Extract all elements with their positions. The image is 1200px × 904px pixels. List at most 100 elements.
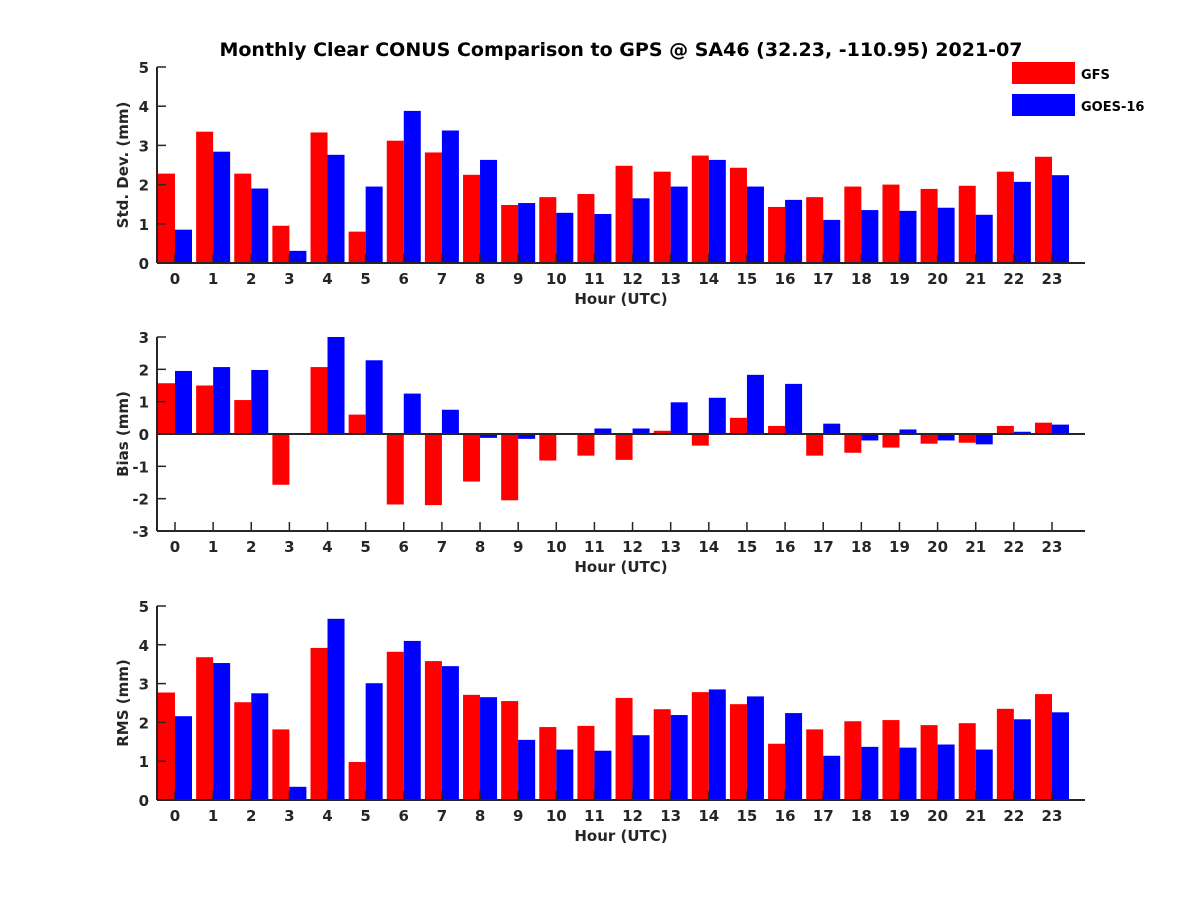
bar-goes16-hour-8	[480, 159, 498, 263]
x-tick-label: 14	[698, 538, 719, 556]
bar-gfs-hour-8	[463, 174, 481, 263]
bar-gfs-hour-20	[920, 188, 938, 263]
x-tick-label: 4	[322, 807, 332, 825]
x-tick-label: 2	[246, 807, 256, 825]
x-axis-label: Hour (UTC)	[574, 558, 667, 576]
x-tick-label: 10	[546, 538, 567, 556]
bar-goes16-hour-16	[785, 383, 803, 434]
y-tick-label: 3	[139, 137, 149, 155]
x-tick-label: 18	[851, 538, 872, 556]
bar-gfs-hour-2	[234, 173, 252, 263]
bar-goes16-hour-4	[327, 618, 345, 800]
x-tick-label: 9	[513, 807, 523, 825]
bar-gfs-hour-22	[996, 171, 1014, 263]
x-tick-label: 5	[360, 270, 370, 288]
bar-goes16-hour-6	[403, 110, 421, 264]
bar-gfs-hour-22	[996, 425, 1014, 434]
bar-goes16-hour-18	[861, 746, 879, 800]
x-axis-label: Hour (UTC)	[574, 290, 667, 308]
bar-gfs-hour-4	[310, 367, 328, 434]
bar-goes16-hour-1	[213, 151, 231, 263]
x-tick-label: 19	[889, 807, 910, 825]
x-tick-label: 2	[246, 270, 256, 288]
y-tick-label: 5	[139, 59, 149, 77]
x-tick-label: 12	[622, 807, 643, 825]
bar-goes16-hour-12	[632, 735, 650, 800]
x-tick-label: 0	[170, 270, 180, 288]
bar-goes16-hour-23	[1051, 175, 1069, 263]
bar-goes16-hour-5	[365, 683, 383, 800]
x-tick-label: 16	[775, 807, 796, 825]
x-tick-label: 8	[475, 270, 485, 288]
bar-gfs-hour-3	[272, 225, 290, 263]
bar-goes16-hour-21	[975, 214, 993, 263]
bar-goes16-hour-15	[746, 374, 764, 434]
x-tick-label: 5	[360, 807, 370, 825]
x-tick-label: 21	[965, 807, 986, 825]
y-tick-label: -1	[132, 458, 149, 476]
bar-goes16-hour-2	[251, 369, 269, 434]
bar-gfs-hour-19	[882, 184, 900, 263]
y-tick-label: 4	[139, 637, 149, 655]
y-tick-label: 2	[139, 714, 149, 732]
bar-goes16-hour-6	[403, 640, 421, 800]
bar-gfs-hour-11	[577, 194, 595, 263]
bar-gfs-hour-21	[958, 185, 976, 263]
bar-gfs-hour-1	[196, 131, 214, 263]
bar-gfs-hour-0	[158, 173, 175, 263]
x-tick-label: 11	[584, 807, 605, 825]
y-tick-label: 0	[139, 426, 149, 444]
bar-goes16-hour-17	[823, 755, 841, 800]
bar-goes16-hour-4	[327, 337, 345, 434]
bar-gfs-hour-5	[348, 231, 366, 263]
x-tick-label: 21	[965, 538, 986, 556]
x-tick-label: 1	[208, 538, 218, 556]
bar-gfs-hour-1	[196, 657, 214, 800]
x-tick-label: 8	[475, 538, 485, 556]
bar-goes16-hour-22	[1013, 181, 1031, 263]
bar-gfs-hour-6	[386, 140, 404, 263]
y-axis-label: Bias (mm)	[114, 391, 132, 477]
bar-goes16-hour-4	[327, 154, 345, 263]
bar-gfs-hour-16	[768, 425, 786, 434]
x-tick-label: 19	[889, 270, 910, 288]
bar-gfs-hour-21	[958, 434, 976, 443]
bar-goes16-hour-11	[594, 214, 612, 263]
x-tick-label: 16	[775, 538, 796, 556]
x-tick-label: 4	[322, 270, 332, 288]
bar-goes16-hour-21	[975, 749, 993, 800]
bar-gfs-hour-8	[463, 694, 481, 800]
y-tick-label: -3	[132, 523, 149, 541]
x-tick-label: 17	[813, 270, 834, 288]
bar-goes16-hour-9	[518, 739, 536, 800]
bar-goes16-hour-2	[251, 188, 269, 263]
bar-gfs-hour-14	[691, 434, 709, 446]
x-axis-label: Hour (UTC)	[574, 827, 667, 845]
bar-goes16-hour-12	[632, 198, 650, 263]
x-tick-label: 7	[437, 807, 447, 825]
x-tick-label: 17	[813, 807, 834, 825]
bar-goes16-hour-16	[785, 713, 803, 800]
x-tick-label: 12	[622, 538, 643, 556]
bar-goes16-hour-17	[823, 423, 841, 434]
bar-gfs-hour-2	[234, 400, 252, 434]
bar-goes16-hour-11	[594, 750, 612, 800]
bar-goes16-hour-16	[785, 199, 803, 263]
bar-goes16-hour-1	[213, 663, 231, 800]
bar-gfs-hour-23	[1034, 422, 1052, 434]
y-tick-label: 4	[139, 98, 149, 116]
bar-gfs-hour-12	[615, 165, 633, 263]
bar-gfs-hour-6	[386, 651, 404, 800]
legend: GFS GOES-16	[1012, 62, 1144, 116]
bar-gfs-hour-7	[424, 152, 442, 263]
x-tick-label: 11	[584, 270, 605, 288]
bar-goes16-hour-21	[975, 434, 993, 445]
x-tick-label: 11	[584, 538, 605, 556]
bar-goes16-hour-20	[937, 744, 955, 800]
x-tick-label: 19	[889, 538, 910, 556]
bar-gfs-hour-20	[920, 725, 938, 800]
